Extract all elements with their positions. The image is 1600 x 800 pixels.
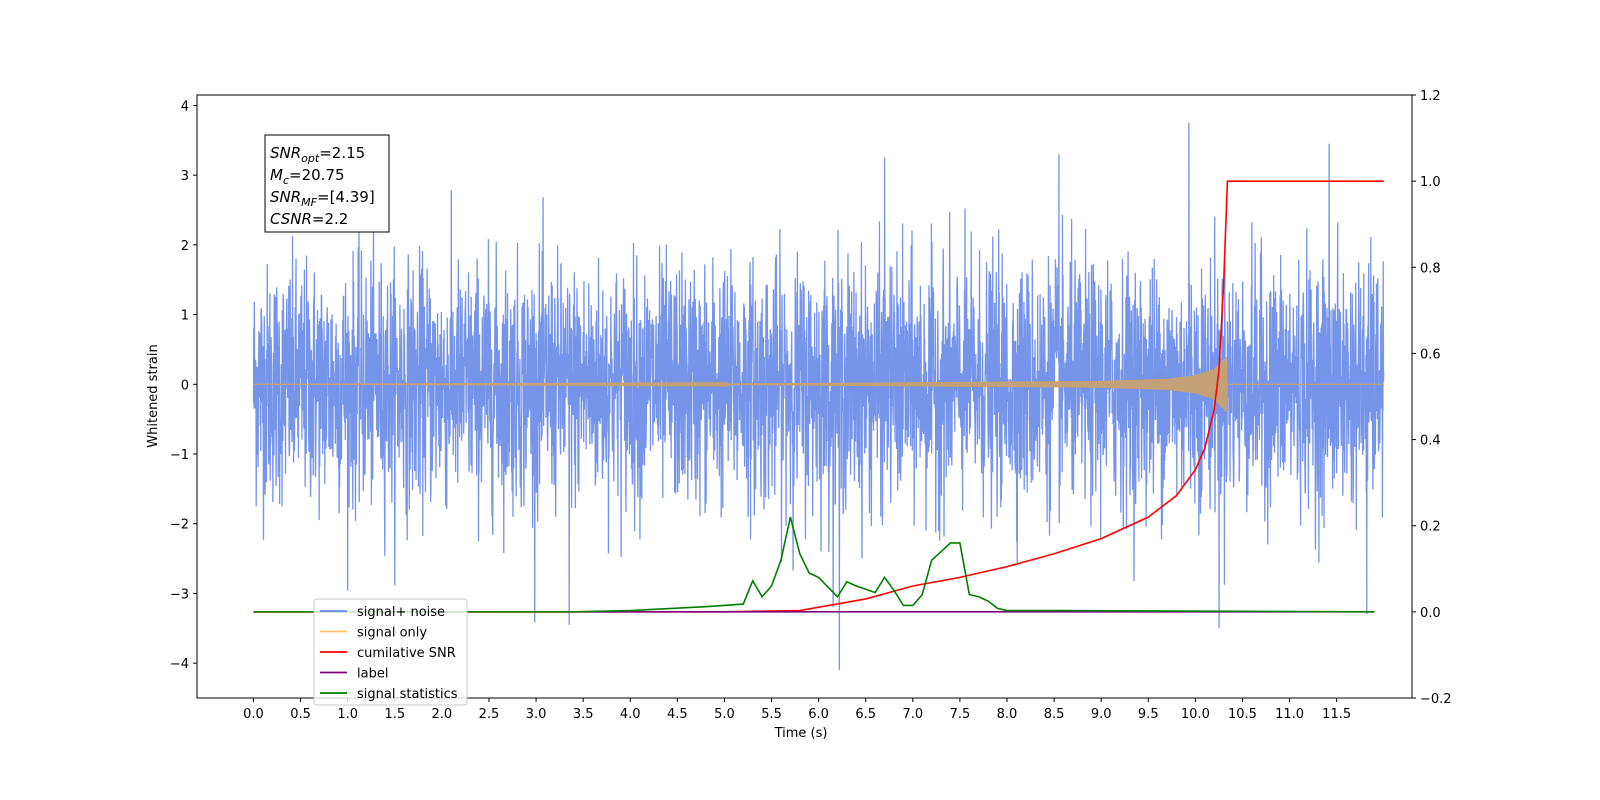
x-tick-label: 4.5 xyxy=(667,707,688,722)
y-axis-left: 4 3 2 1 0 −1 −2 −3 −4 xyxy=(170,99,197,672)
y-tick-label: −2 xyxy=(170,518,189,533)
x-tick-label: 10.5 xyxy=(1228,707,1257,722)
plot-area-frame xyxy=(196,94,1413,699)
series-layer xyxy=(252,122,1385,671)
series-signal-only-line xyxy=(253,356,1384,413)
y2-tick-label: −0.2 xyxy=(1420,692,1452,707)
y2-tick-label: 0.2 xyxy=(1420,520,1441,535)
y2-tick-label: 0.8 xyxy=(1420,261,1441,276)
y-axis-right: 1.2 1.0 0.8 0.6 0.4 0.2 0.0 −0.2 xyxy=(1412,89,1452,707)
x-tick-label: 10.0 xyxy=(1181,707,1210,722)
y-tick-label: −3 xyxy=(170,587,189,602)
x-tick-label: 2.0 xyxy=(432,707,453,722)
y2-tick-label: 1.2 xyxy=(1420,89,1441,104)
x-tick-label: 0.0 xyxy=(243,707,264,722)
legend-entry-label: signal+ noise xyxy=(357,605,445,620)
legend-entry-label: signal statistics xyxy=(357,687,458,702)
y2-tick-label: 0.4 xyxy=(1420,434,1441,449)
x-tick-label: 11.5 xyxy=(1322,707,1351,722)
x-tick-label: 7.0 xyxy=(902,707,923,722)
x-tick-label: 9.0 xyxy=(1091,707,1112,722)
series-cumilative-snr-line xyxy=(253,180,1384,613)
x-tick-label: 0.5 xyxy=(290,707,311,722)
x-axis-label: Time (s) xyxy=(774,726,828,741)
x-tick-label: 2.5 xyxy=(479,707,500,722)
legend-entry-label: cumilative SNR xyxy=(357,646,456,661)
x-tick-label: 6.0 xyxy=(808,707,829,722)
y-tick-label: −4 xyxy=(170,657,189,672)
annotation-box-frame xyxy=(264,134,390,233)
y-tick-label: 1 xyxy=(181,309,189,324)
x-tick-label: 7.5 xyxy=(950,707,971,722)
y-axis-label: Whitened strain xyxy=(146,344,161,447)
y2-tick-label: 0.0 xyxy=(1420,606,1441,621)
x-tick-label: 9.5 xyxy=(1138,707,1159,722)
y-tick-label: 4 xyxy=(181,99,189,114)
x-axis: 0.0 0.5 1.0 1.5 2.0 2.5 3.0 3.5 4.0 4.5 5.0 5.5 6.0 6… xyxy=(243,698,1351,722)
x-tick-label: 4.0 xyxy=(620,707,641,722)
x-tick-label: 8.5 xyxy=(1044,707,1065,722)
x-tick-label: 8.0 xyxy=(997,707,1018,722)
y2-tick-label: 1.0 xyxy=(1420,175,1441,190)
annotation-line: CSNR=2.2 xyxy=(270,210,348,228)
x-tick-label: 1.5 xyxy=(384,707,405,722)
legend-entry-label: label xyxy=(357,667,388,682)
y2-tick-label: 0.6 xyxy=(1420,347,1441,362)
annotation-line: SNRMF=[4.39] xyxy=(270,188,375,209)
x-tick-label: 6.5 xyxy=(855,707,876,722)
x-tick-label: 3.0 xyxy=(526,707,547,722)
series-signal-statistics-line xyxy=(253,516,1375,613)
legend-entry-label: signal only xyxy=(357,626,427,641)
y-tick-label: 3 xyxy=(181,169,189,184)
x-tick-label: 5.5 xyxy=(761,707,782,722)
annotation-line: Mc=20.75 xyxy=(270,166,345,187)
x-tick-label: 5.0 xyxy=(714,707,735,722)
x-tick-label: 11.0 xyxy=(1275,707,1304,722)
y-tick-label: 2 xyxy=(181,239,189,254)
y-tick-label: −1 xyxy=(170,448,189,463)
legend: signal+ noise signal only cumilative SNR la… xyxy=(313,598,468,706)
y-tick-label: 0 xyxy=(181,378,189,393)
x-tick-label: 3.5 xyxy=(573,707,594,722)
annotation-line: SNRopt=2.15 xyxy=(270,144,365,165)
legend-frame xyxy=(313,598,468,706)
x-tick-label: 1.0 xyxy=(337,707,358,722)
